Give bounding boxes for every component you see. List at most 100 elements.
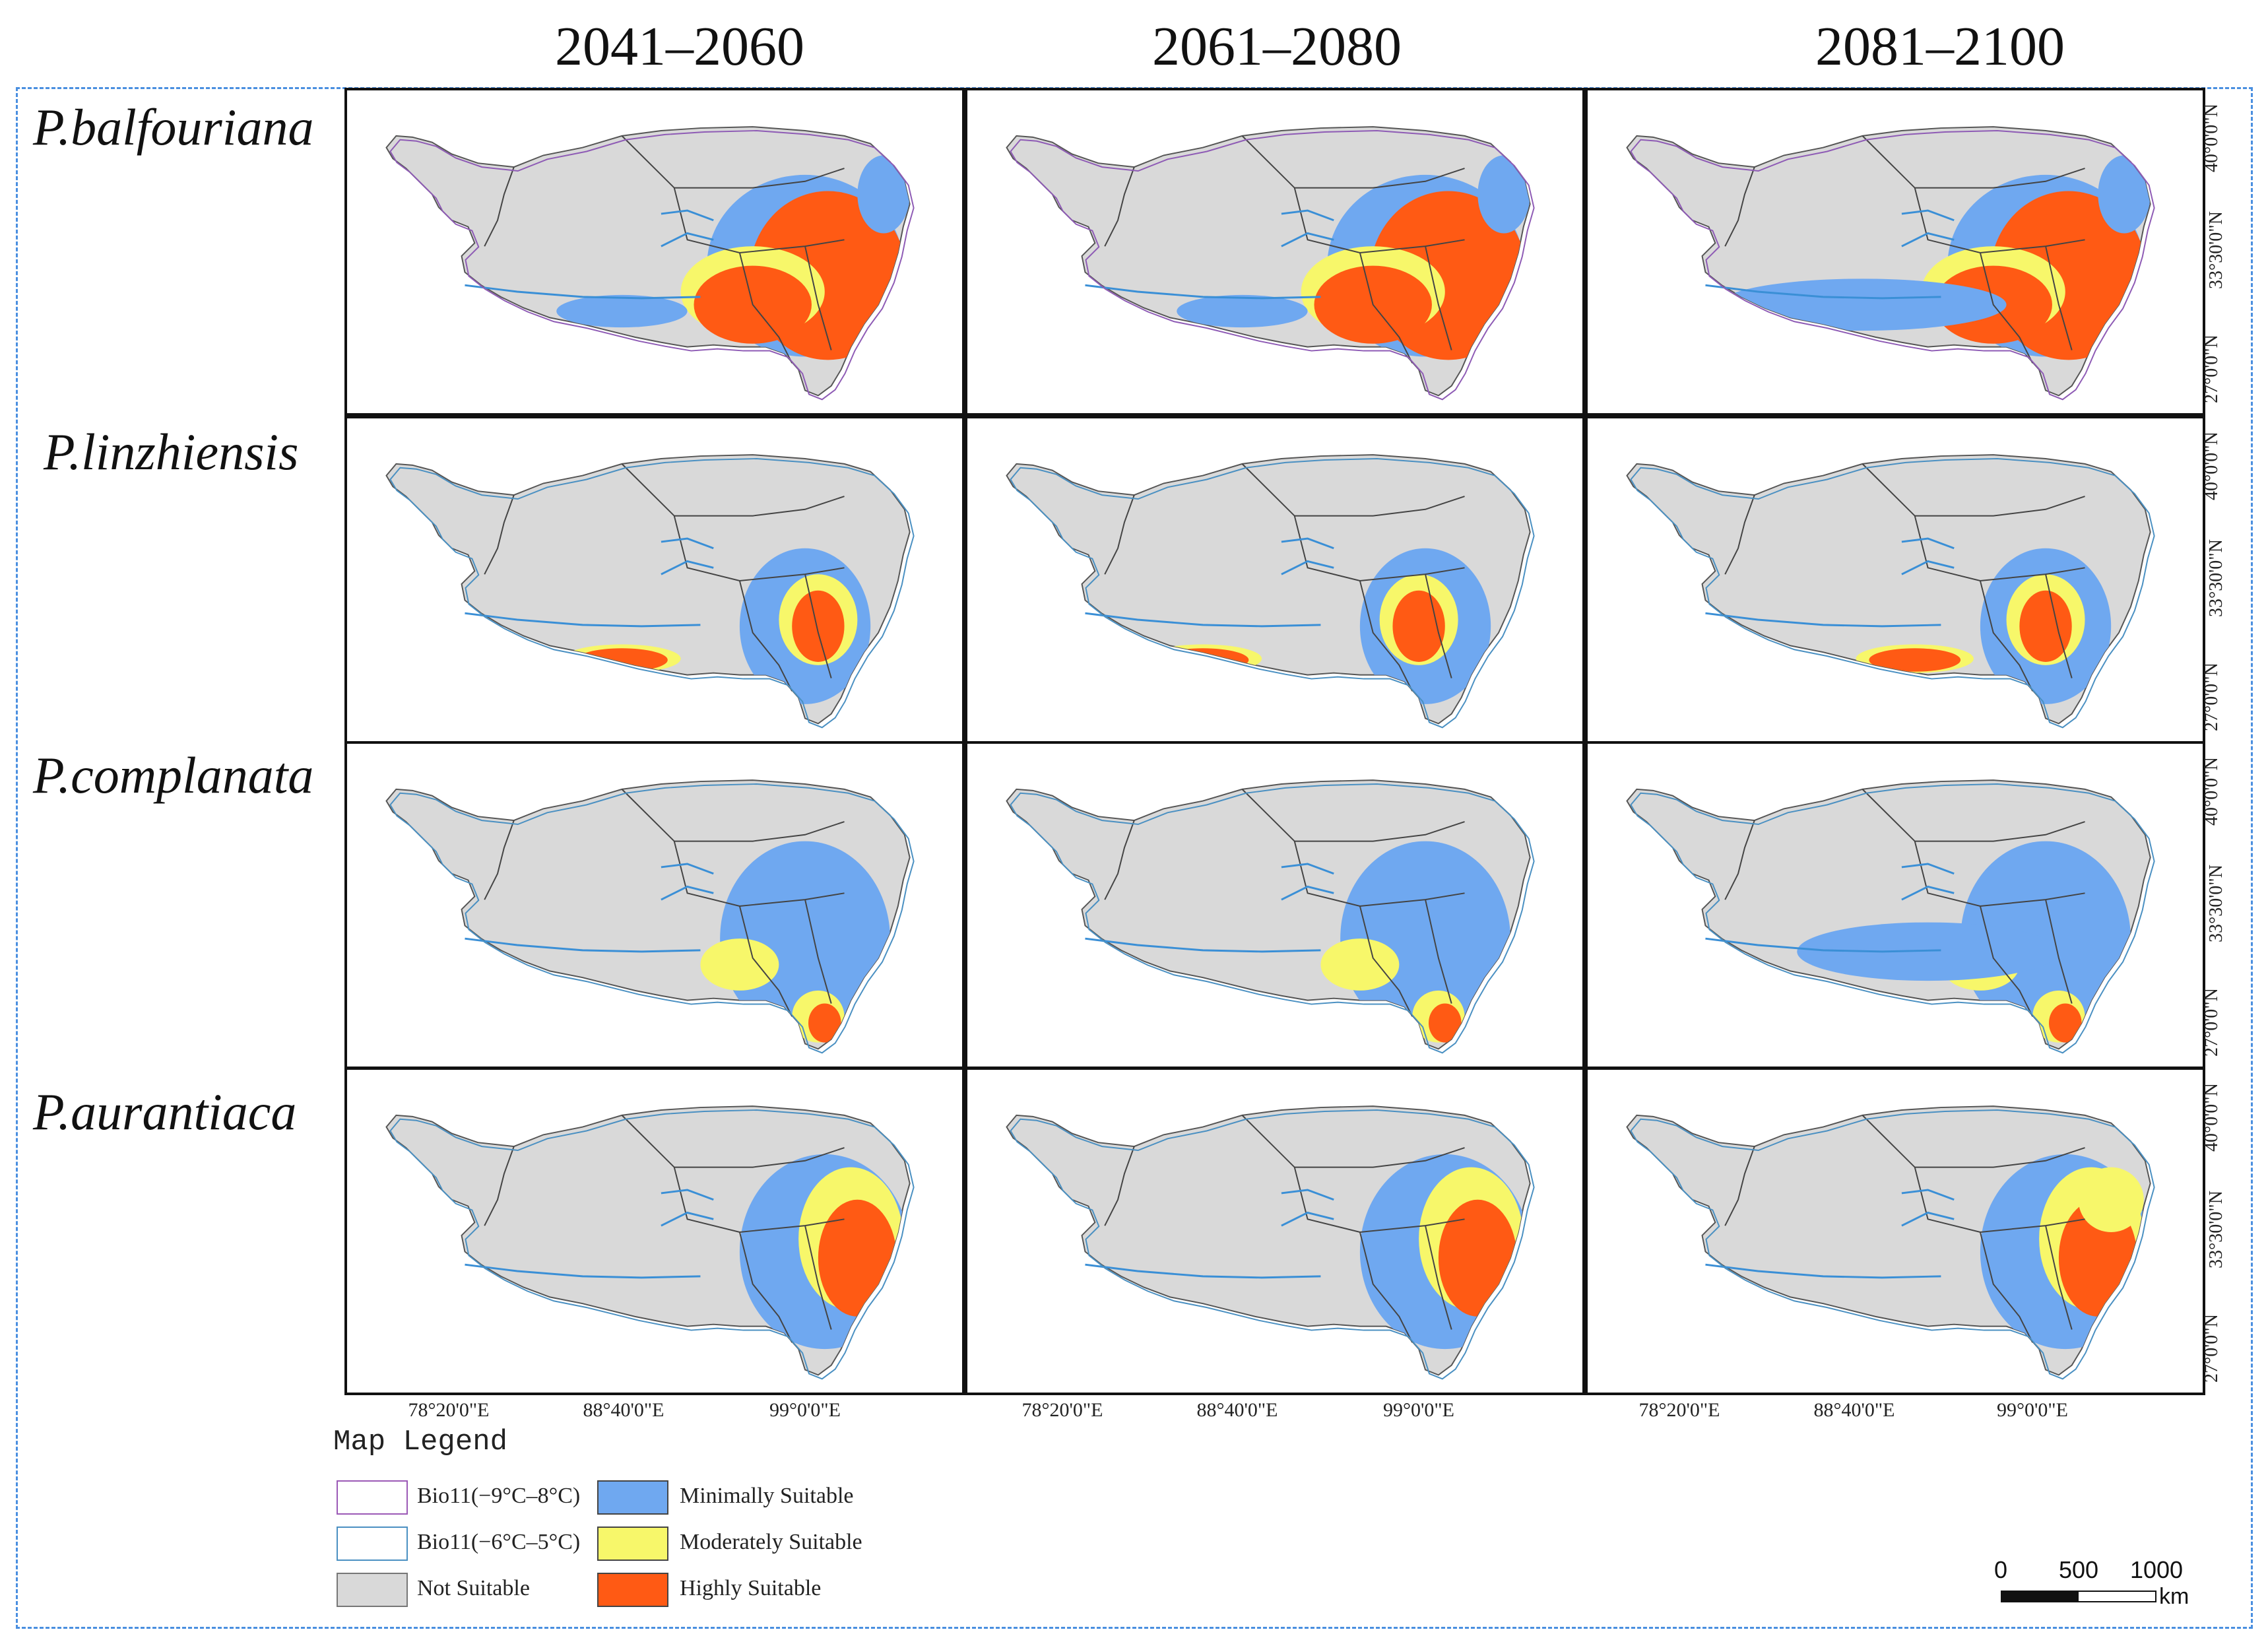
province-boundaries: [1104, 789, 1465, 1017]
high-suitability-patch: [1157, 648, 1249, 672]
lat-label-2-3: 27°0'0"N: [2201, 663, 2222, 731]
moderate-suitability-patch: [2078, 1167, 2144, 1232]
map-panel-2-3: [1585, 416, 2205, 744]
map-panel-1-2: [965, 88, 1585, 416]
high-suitability-patch: [2049, 1003, 2082, 1043]
rivers: [1085, 537, 1334, 628]
species-label-balfouriana: P.balfouriana: [33, 98, 314, 156]
scale-bar: [2001, 1591, 2156, 1602]
map-panel-1-1: [344, 88, 965, 416]
minimal-suitability-patch: [1177, 294, 1308, 328]
bio11-isoline: [1630, 130, 2155, 401]
high-suitability-patch: [576, 648, 668, 672]
high-suitability-patch: [2019, 590, 2072, 662]
bio11-isoline: [1630, 458, 2155, 729]
minimal-suitability-patch: [1477, 155, 1530, 234]
lat-label-2-1: 40°0'0"N: [2201, 432, 2222, 500]
map-svg: [1006, 454, 1535, 729]
map-svg: [385, 454, 915, 729]
moderate-suitability-patch: [700, 938, 779, 991]
minimal-suitability-patch: [556, 294, 688, 328]
legend-swatch-bio11-mild: [337, 1527, 408, 1561]
bio11-isoline: [1010, 130, 1535, 401]
minimal-suitability-patch: [1718, 279, 2007, 331]
period-header-3: 2081–2100: [1815, 16, 2065, 77]
province-boundaries: [1104, 463, 1465, 692]
lon-label-3-1: 78°20'0"E: [1638, 1399, 1720, 1421]
rivers: [465, 209, 714, 300]
map-svg: [385, 1105, 915, 1380]
map-panel-4-1: [344, 1067, 965, 1395]
lon-label-2-3: 99°0'0"E: [1383, 1399, 1454, 1421]
map-panel-1-3: [1585, 88, 2205, 416]
map-svg: [1626, 779, 2155, 1054]
bio11-isoline: [1010, 458, 1535, 729]
map-panel-3-3: [1585, 741, 2205, 1069]
province-boundaries: [484, 463, 845, 692]
map-svg: [385, 779, 915, 1054]
bio11-isoline: [389, 130, 915, 401]
rivers: [1085, 863, 1334, 953]
lon-label-2-2: 88°40'0"E: [1196, 1399, 1278, 1421]
rivers: [1705, 1189, 1955, 1279]
map-svg: [1626, 1105, 2155, 1380]
minimal-suitability-patch: [1960, 841, 2131, 1036]
high-suitability-patch: [818, 1199, 897, 1317]
minimal-suitability-patch: [720, 841, 890, 1036]
map-panel-4-3: [1585, 1067, 2205, 1395]
legend-title: Map Legend: [333, 1426, 508, 1459]
high-suitability-patch: [1438, 1199, 1517, 1317]
map-svg: [1626, 454, 2155, 729]
high-suitability-patch: [1429, 1003, 1462, 1043]
province-boundaries: [484, 135, 845, 364]
rivers: [465, 1189, 714, 1279]
legend-swatch-not-suitable: [337, 1573, 408, 1607]
period-header-2: 2061–2080: [1152, 16, 1402, 77]
rivers: [465, 863, 714, 953]
lat-label-3-2: 33°30'0"N: [2205, 865, 2226, 942]
bio11-isoline: [389, 783, 915, 1054]
legend-label-moderately-suitable: Moderately Suitable: [680, 1530, 862, 1554]
rivers: [1705, 863, 1955, 953]
scale-tick-0: 0: [1993, 1556, 2008, 1583]
map-panel-3-2: [965, 741, 1585, 1069]
map-svg: [1006, 126, 1535, 401]
lat-label-1-3: 27°0'0"N: [2201, 335, 2222, 403]
rivers: [465, 537, 714, 628]
bio11-isoline: [1010, 1109, 1535, 1380]
legend-swatch-bio11-cold: [337, 1480, 408, 1515]
bio11-isoline: [1010, 783, 1535, 1054]
bio11-isoline: [1630, 1109, 2155, 1380]
map-panel-2-1: [344, 416, 965, 744]
scale-bar-black-segment: [2002, 1592, 2079, 1601]
bio11-isoline: [1630, 783, 2155, 1054]
lat-label-4-1: 40°0'0"N: [2201, 1083, 2222, 1152]
high-suitability-patch: [792, 590, 845, 662]
lon-label-1-2: 88°40'0"E: [583, 1399, 664, 1421]
map-panel-2-2: [965, 416, 1585, 744]
lon-label-3-2: 88°40'0"E: [1813, 1399, 1895, 1421]
legend-label-highly-suitable: Highly Suitable: [680, 1576, 822, 1600]
legend-label-not-suitable: Not Suitable: [417, 1576, 530, 1600]
map-panel-4-2: [965, 1067, 1585, 1395]
bio11-isoline: [389, 458, 915, 729]
minimal-suitability-patch: [2098, 155, 2151, 234]
scale-unit: km: [2159, 1584, 2189, 1609]
province-boundaries: [484, 789, 845, 1017]
province-boundaries: [1724, 463, 2085, 692]
lat-label-4-2: 33°30'0"N: [2205, 1191, 2226, 1268]
minimal-suitability-patch: [1340, 841, 1510, 1036]
rivers: [1705, 209, 1955, 300]
province-boundaries: [1104, 135, 1465, 364]
legend-label-bio11-cold: Bio11(−9°C–8°C): [417, 1484, 581, 1508]
species-label-linzhiensis: P.linzhiensis: [44, 423, 299, 480]
minimal-suitability-patch: [857, 155, 910, 234]
species-label-aurantiaca: P.aurantiaca: [33, 1083, 297, 1140]
rivers: [1085, 209, 1334, 300]
province-boundaries: [1724, 1115, 2085, 1343]
rivers: [1085, 1189, 1334, 1279]
bio11-isoline: [389, 1109, 915, 1380]
map-svg: [1006, 1105, 1535, 1380]
province-boundaries: [1724, 135, 2085, 364]
high-suitability-patch: [1869, 648, 1961, 672]
